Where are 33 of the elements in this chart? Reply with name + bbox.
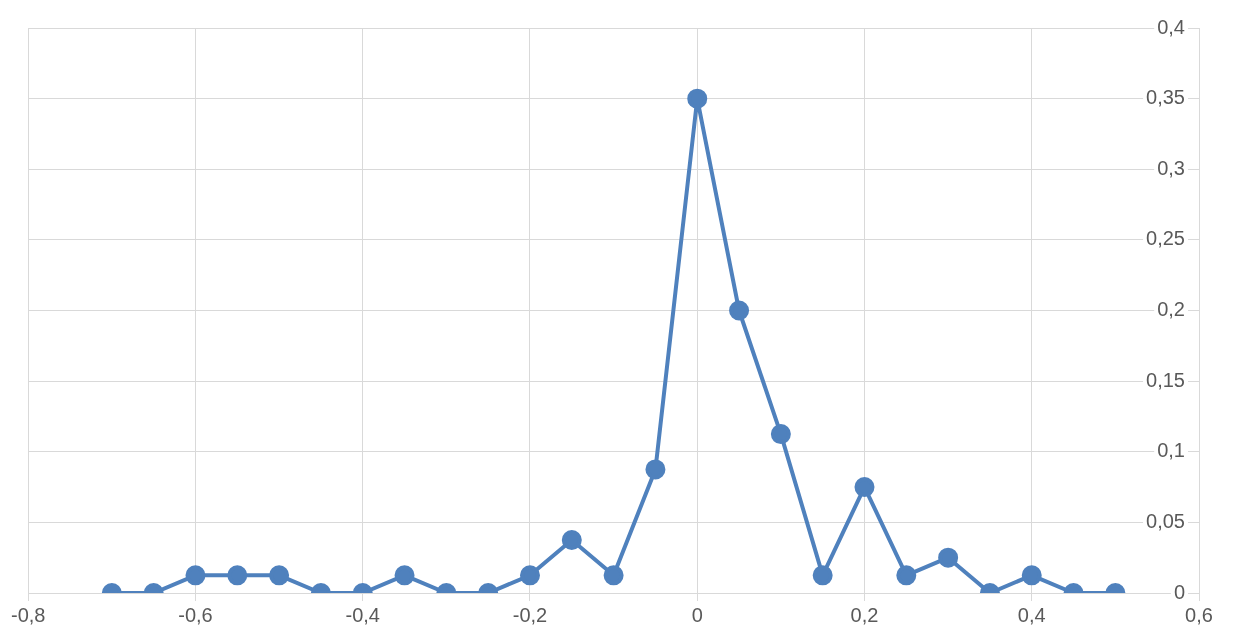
point (896, 565, 917, 586)
x-tick-label: -0,6 (178, 603, 213, 626)
point (394, 565, 415, 586)
x-tick-label: -0,2 (512, 603, 548, 626)
y-tick-label: 0,4 (1157, 15, 1185, 38)
y-tick-label: 0,25 (1146, 227, 1185, 250)
point (812, 565, 833, 586)
y-tick-label: 0,05 (1146, 509, 1185, 532)
y-tick-label: 0,35 (1146, 86, 1185, 109)
point (854, 477, 875, 498)
point (729, 300, 750, 321)
x-tick-label: 0,4 (1017, 603, 1046, 626)
x-tick-label: -0,8 (11, 603, 46, 626)
point (561, 530, 582, 551)
point (227, 565, 248, 586)
x-tick-label: 0 (691, 603, 703, 626)
y-tick-label: 0,15 (1146, 368, 1185, 391)
y-tick-label: 0,2 (1157, 298, 1185, 321)
x-tick-label: -0,4 (345, 603, 380, 626)
y-tick-label: 0,3 (1157, 156, 1185, 179)
x-tick-label: 0,6 (1185, 603, 1213, 626)
point (269, 565, 290, 586)
point (185, 565, 206, 586)
point (938, 547, 959, 568)
y-tick-label: 0,1 (1157, 439, 1185, 462)
y-tick-label: 0 (1173, 580, 1185, 603)
point (645, 459, 666, 480)
point (603, 565, 624, 586)
point (1021, 565, 1042, 586)
point (770, 424, 791, 445)
point (519, 565, 540, 586)
x-tick-label: 0,2 (850, 603, 879, 626)
point (687, 88, 708, 109)
